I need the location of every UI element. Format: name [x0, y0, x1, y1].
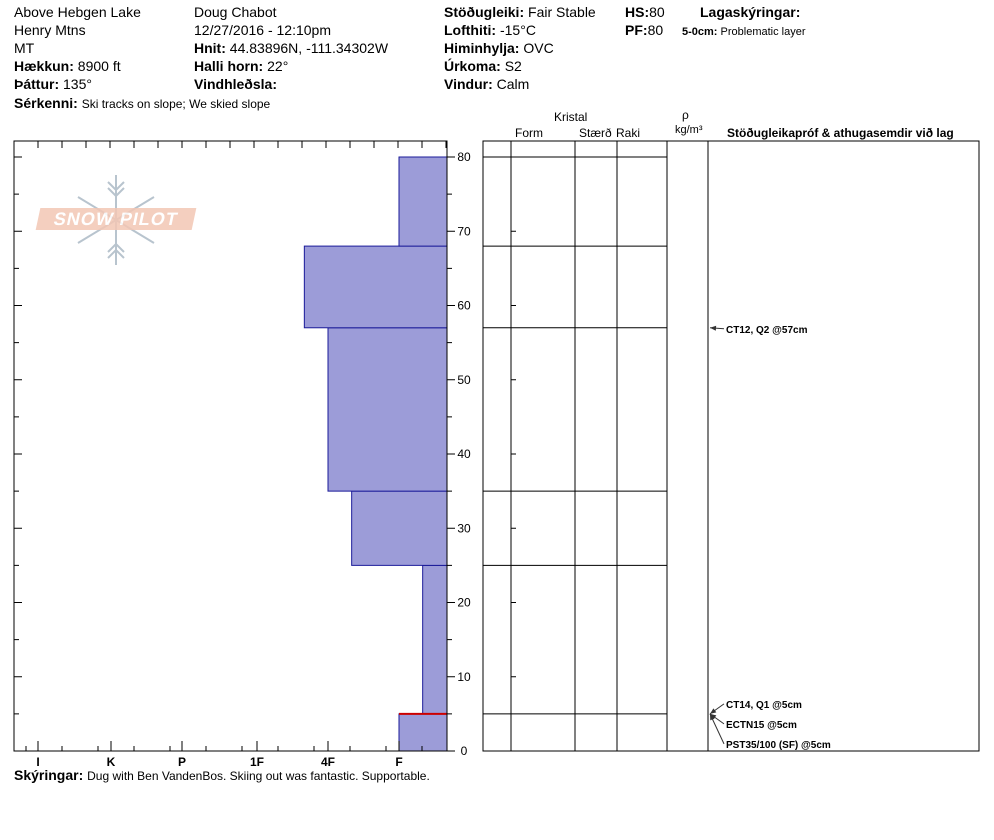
depth-label-20: 20: [457, 596, 471, 610]
aspect: Þáttur: 135°: [14, 76, 92, 92]
air-temp-value: -15°C: [499, 22, 536, 38]
coordinates: Hnit: 44.83896N, -111.34302W: [194, 40, 388, 56]
legend-depth: 5-0cm:: [682, 26, 718, 38]
features-value: Ski tracks on slope; We skied slope: [81, 97, 271, 111]
legend-entry: 5-0cm: Problematic layer: [682, 24, 806, 40]
mountain-range: Henry Mtns: [14, 22, 86, 38]
depth-label-50: 50: [457, 373, 471, 387]
hardness-bar-1: [422, 564, 448, 715]
observer-name: Doug Chabot: [194, 4, 277, 20]
coords-value: 44.83896N, -111.34302W: [229, 40, 389, 56]
wind-label: Vindur:: [444, 76, 493, 92]
test-result-0: CT12, Q2 @57cm: [726, 325, 808, 336]
form-header: Form: [515, 126, 543, 140]
location: Above Hebgen Lake: [14, 4, 141, 20]
state: MT: [14, 40, 35, 56]
legend-title: Lagaskýringar:: [700, 4, 801, 20]
features: Sérkenni: Ski tracks on slope; We skied …: [14, 95, 270, 112]
slope-label: Halli horn:: [194, 58, 264, 74]
air-temp: Lofthiti: -15°C: [444, 22, 536, 38]
hardness-label-I: I: [36, 755, 39, 769]
rho-header: ρ: [682, 108, 689, 122]
test-result-1: CT14, Q1 @5cm: [726, 700, 802, 711]
aspect-label: Þáttur:: [14, 76, 60, 92]
test-arrowhead-1: [710, 708, 717, 714]
slope-value: 22°: [267, 58, 289, 74]
hardness-bar-3: [327, 327, 448, 492]
depth-label-60: 60: [457, 299, 471, 313]
moisture-header: Raki: [616, 126, 641, 140]
depth-label-80: 80: [457, 150, 471, 164]
hardness-label-K: K: [107, 755, 116, 769]
sky-cover: Himinhylja: OVC: [444, 40, 554, 56]
precip-value: S2: [504, 58, 522, 74]
foot-penetration: PF:80: [625, 22, 663, 38]
stability-label: Stöðugleiki:: [444, 4, 525, 20]
coords-label: Hnit:: [194, 40, 226, 56]
depth-label-70: 70: [457, 224, 471, 238]
depth-label-40: 40: [457, 447, 471, 461]
tests-header: Stöðugleikapróf & athugasemdir við lag: [727, 126, 954, 140]
precip-label: Úrkoma:: [444, 58, 501, 74]
crystal-header: Kristal: [554, 110, 588, 124]
hardness-label-F: F: [395, 755, 402, 769]
layer-table-frame: [482, 140, 980, 752]
wind-loading-label: Vindhleðsla:: [194, 76, 277, 92]
notes: Skýringar: Dug with Ben VandenBos. Skiin…: [14, 767, 430, 784]
hardness-bar-0: [398, 713, 448, 752]
notes-label: Skýringar:: [14, 767, 84, 783]
test-arrowhead-0: [710, 325, 717, 331]
sky-value: OVC: [523, 40, 554, 56]
air-temp-label: Lofthiti:: [444, 22, 497, 38]
hardness-label-1F: 1F: [250, 755, 264, 769]
hardness-label-P: P: [178, 755, 186, 769]
elevation: Hækkun: 8900 ft: [14, 58, 121, 74]
pf-value: 80: [647, 22, 664, 38]
snow-height: HS:80: [625, 4, 665, 20]
depth-label-0: 0: [461, 744, 468, 758]
aspect-value: 135°: [63, 76, 92, 92]
hs-value: 80: [649, 4, 665, 20]
sky-label: Himinhylja:: [444, 40, 520, 56]
precipitation: Úrkoma: S2: [444, 58, 522, 74]
pf-label: PF:: [625, 22, 648, 38]
size-header: Stærð: [579, 126, 612, 140]
features-label: Sérkenni:: [14, 95, 78, 111]
hs-label: HS:: [625, 4, 650, 20]
elevation-value: 8900 ft: [77, 58, 121, 74]
legend-text: Problematic layer: [720, 26, 806, 38]
slope-angle: Halli horn: 22°: [194, 58, 288, 74]
hardness-bar-5: [398, 156, 448, 247]
test-arrowhead-2: [710, 713, 717, 720]
wind-loading: Vindhleðsla:: [194, 76, 277, 92]
test-result-3: PST35/100 (SF) @5cm: [726, 740, 831, 751]
test-result-2: ECTN15 @5cm: [726, 720, 797, 731]
stability-value: Fair Stable: [528, 4, 596, 20]
hardness-bar-2: [351, 490, 448, 566]
wind-value: Calm: [496, 76, 530, 92]
stability: Stöðugleiki: Fair Stable: [444, 4, 596, 20]
wind: Vindur: Calm: [444, 76, 529, 92]
observation-datetime: 12/27/2016 - 12:10pm: [194, 22, 331, 38]
hardness-bar-4: [303, 245, 448, 329]
elevation-label: Hækkun:: [14, 58, 74, 74]
notes-text: Dug with Ben VandenBos. Skiing out was f…: [87, 769, 430, 783]
snowpilot-logo: SNOW PILOT: [35, 170, 198, 270]
hardness-label-4F: 4F: [321, 755, 335, 769]
test-arrowhead-3: [710, 713, 715, 721]
depth-label-30: 30: [457, 521, 471, 535]
depth-label-10: 10: [457, 670, 471, 684]
density-unit-header: kg/m³: [675, 124, 703, 136]
